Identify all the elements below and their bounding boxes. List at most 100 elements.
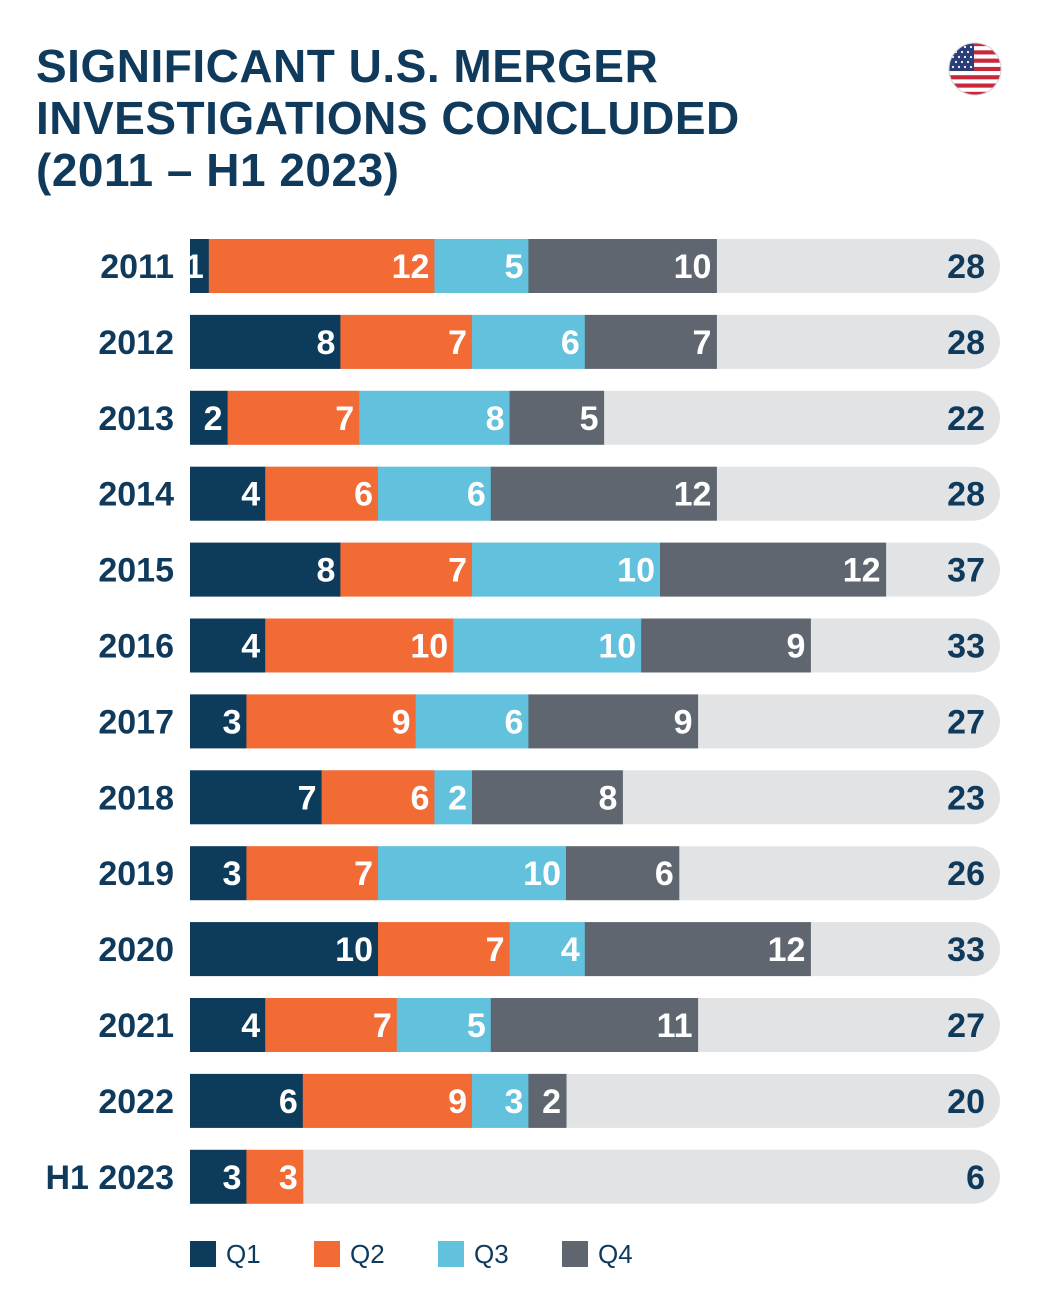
total-label-2018: 23: [947, 779, 985, 817]
chart-title-line-3: (2011 – H1 2023): [36, 144, 400, 196]
bar-value-label-q1-2020: 10: [335, 931, 373, 969]
legend-item-q1: Q1: [190, 1239, 314, 1270]
category-label-2016: 2016: [98, 628, 174, 666]
bar-value-label-q3-2018: 2: [448, 779, 467, 817]
bar-value-label-q2-2014: 6: [354, 476, 373, 514]
bar-segment-q2-2020: [378, 922, 511, 977]
bar-segment-q3-2015: [472, 542, 661, 597]
chart-legend: Q1 Q2 Q3 Q4: [190, 1236, 686, 1272]
bar-value-label-q3-2016: 10: [598, 628, 636, 666]
total-label-2019: 26: [947, 855, 985, 893]
bar-value-label-q4-2022: 2: [542, 1083, 561, 1121]
bar-value-label-q4-2021: 11: [657, 1007, 693, 1045]
bar-segment-q3-2020: [509, 922, 586, 977]
bar-segment-q4-2011: [528, 239, 717, 293]
us-flag-icon: [948, 42, 1002, 96]
bar-segment-q1-h1-2023: [190, 1149, 247, 1204]
bar-value-label-q2-2021: 7: [373, 1007, 392, 1045]
bar-segment-q4-2015: [660, 542, 887, 597]
bar-segment-q2-2015: [340, 542, 473, 597]
legend-swatch-q3: [438, 1241, 464, 1267]
total-label-2016: 33: [947, 628, 985, 666]
bar-value-label-q4-2013: 5: [580, 400, 599, 438]
category-label-2012: 2012: [98, 324, 174, 362]
total-label-h1-2023: 6: [966, 1159, 985, 1197]
bar-value-label-q4-2018: 8: [598, 779, 617, 817]
bar-segment-q2-2021: [265, 998, 398, 1052]
chart-title-line-1: SIGNIFICANT U.S. MERGER: [36, 40, 659, 92]
bar-value-label-q2-2019: 7: [354, 855, 373, 893]
bar-segment-q1-2016: [190, 618, 266, 673]
bar-value-label-q2-2018: 6: [410, 779, 429, 817]
legend-item-q2: Q2: [314, 1239, 438, 1270]
bar-segment-q1-2019: [190, 846, 247, 901]
bar-segment-q2-2022: [302, 1073, 473, 1128]
bar-value-label-q3-2019: 10: [523, 855, 561, 893]
bar-value-label-q3-2017: 6: [504, 703, 523, 741]
bar-segment-q4-2014: [490, 466, 717, 521]
category-label-2013: 2013: [98, 400, 174, 438]
bar-value-label-q1-2016: 4: [241, 628, 260, 666]
legend-item-q3: Q3: [438, 1239, 562, 1270]
bar-segment-q4-2020: [584, 922, 811, 977]
bar-value-label-q1-2011: 1: [185, 248, 204, 286]
chart-title: SIGNIFICANT U.S. MERGER INVESTIGATIONS C…: [36, 40, 856, 196]
bar-value-label-q2-2022: 9: [448, 1083, 467, 1121]
bar-value-label-q4-2011: 10: [674, 248, 712, 286]
legend-label-q4: Q4: [598, 1238, 633, 1269]
bar-segment-q4-2013: [509, 390, 605, 445]
legend-label-q1: Q1: [226, 1238, 261, 1269]
category-label-2018: 2018: [98, 779, 174, 817]
legend-item-q4: Q4: [562, 1239, 686, 1270]
bar-value-label-q2-2011: 12: [392, 248, 430, 286]
bar-value-label-q1-2015: 8: [316, 552, 335, 590]
bar-value-label-q1-2017: 3: [222, 703, 241, 741]
bar-track-h1-2023: [190, 1149, 1000, 1204]
category-label-2020: 2020: [98, 931, 174, 969]
bar-value-label-q1-h1-2023: 3: [222, 1159, 241, 1197]
bar-value-label-q4-2015: 12: [843, 552, 881, 590]
category-label-2019: 2019: [98, 855, 174, 893]
total-label-2021: 27: [947, 1007, 985, 1045]
bar-segment-q1-2020: [190, 922, 379, 977]
total-label-2012: 28: [947, 324, 985, 362]
bar-value-label-q4-2017: 9: [674, 703, 693, 741]
bar-value-label-q4-2019: 6: [655, 855, 674, 893]
bar-value-label-q4-2016: 9: [786, 628, 805, 666]
bar-value-label-q4-2014: 12: [674, 476, 712, 514]
legend-swatch-q4: [562, 1241, 588, 1267]
bar-segment-q1-2017: [190, 694, 247, 749]
bar-segment-q3-2021: [396, 998, 492, 1052]
bar-value-label-q2-2015: 7: [448, 552, 467, 590]
total-label-2014: 28: [947, 476, 985, 514]
bar-value-label-q1-2018: 7: [298, 779, 317, 817]
chart-title-line-2: INVESTIGATIONS CONCLUDED: [36, 92, 740, 144]
bar-value-label-q2-2013: 7: [335, 400, 354, 438]
bar-value-label-q1-2022: 6: [279, 1083, 298, 1121]
bar-segment-q3-2022: [472, 1073, 529, 1128]
category-label-2021: 2021: [98, 1007, 174, 1045]
bar-value-label-q3-2015: 10: [617, 552, 655, 590]
bar-segment-q2-2012: [340, 314, 473, 369]
bar-segment-q4-2012: [584, 314, 717, 369]
total-label-2013: 22: [947, 400, 985, 438]
bar-segment-q4-2017: [528, 694, 699, 749]
bar-value-label-q1-2012: 8: [316, 324, 335, 362]
bar-segment-q1-2012: [190, 314, 341, 369]
bar-segment-q4-2021: [490, 998, 699, 1052]
bar-segment-q3-2018: [434, 770, 473, 825]
bar-segment-q2-h1-2023: [246, 1149, 304, 1204]
bar-segment-q3-2014: [378, 466, 492, 521]
bar-segment-q1-2018: [190, 770, 323, 825]
total-label-2017: 27: [947, 703, 985, 741]
bar-segment-q2-2013: [227, 390, 360, 445]
category-label-2014: 2014: [98, 476, 174, 514]
bar-segment-q1-2022: [190, 1073, 304, 1128]
bar-segment-q4-2019: [566, 846, 680, 901]
bar-segment-q2-2014: [265, 466, 379, 521]
category-label-h1-2023: H1 2023: [45, 1159, 174, 1197]
category-label-2011: 2011: [100, 248, 174, 286]
bar-segment-q2-2018: [321, 770, 435, 825]
total-label-2015: 37: [947, 552, 985, 590]
